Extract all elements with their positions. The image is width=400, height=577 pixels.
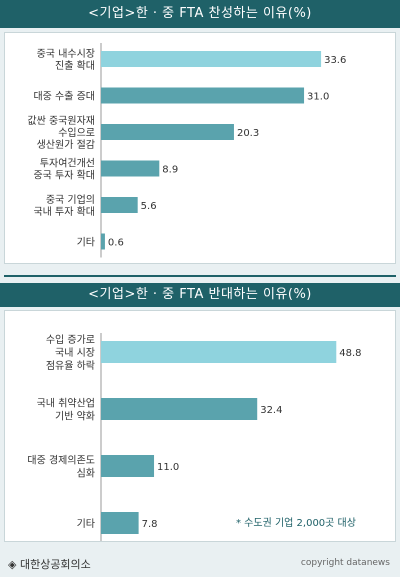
category-label: 값싼 중국원자재: [27, 115, 95, 127]
bar: [101, 197, 138, 213]
bar-value-label: 20.3: [237, 128, 259, 139]
chart-2-panel: 48.8 수입 증가로 국내 시장 점유율 하락 32.4 국내 취약산업 기반 약화 11.…: [4, 310, 396, 542]
bar-value-label: 5.6: [141, 201, 157, 212]
source-label: ◈ 대한상공회의소: [8, 558, 91, 571]
bar: [101, 233, 105, 250]
bar: [101, 87, 305, 104]
bar: [101, 455, 155, 477]
bar-value-label: 0.6: [108, 238, 124, 249]
category-label: 중국 내수시장: [37, 48, 95, 60]
chart-1-panel: 33.6 중국 내수시장 진출 확대 31.0 대중 수출 증대 20.3 값싼 중국원자재…: [4, 32, 396, 264]
category-label: 기반 약화: [55, 411, 95, 423]
category-label: 국내 시장: [55, 347, 95, 359]
category-label: 중국 투자 확대: [33, 170, 95, 182]
bar-value-label: 48.8: [339, 348, 361, 359]
bar-value-label: 32.4: [260, 405, 282, 416]
category-label: 기타: [77, 237, 95, 249]
bar: [101, 51, 322, 67]
category-label: 중국 기업의: [46, 193, 95, 206]
category-label: 수입 증가로: [46, 333, 95, 346]
category-label: 생산원가 절감: [37, 138, 95, 151]
bar: [101, 512, 139, 534]
category-label: 국내 취약산업: [37, 397, 95, 410]
copyright-label: copyright datanews: [300, 558, 390, 568]
chart-1-title: <기업>한 · 중 FTA 찬성하는 이유(%): [0, 0, 400, 28]
bar-value-label: 31.0: [307, 92, 329, 103]
bar-value-label: 8.9: [162, 165, 178, 176]
category-label: 대중 경제의존도: [27, 454, 95, 467]
category-label: 대중 수출 증대: [33, 91, 95, 103]
chart-2-title: <기업>한 · 중 FTA 반대하는 이유(%): [0, 283, 400, 307]
category-label: 수입으로: [58, 126, 95, 139]
bar: [101, 124, 234, 140]
category-label: 기타: [77, 518, 95, 530]
bar: [101, 160, 160, 177]
bar-value-label: 11.0: [157, 462, 179, 473]
bar-value-label: 33.6: [324, 55, 346, 66]
category-label: 점유율 하락: [46, 359, 95, 372]
category-label: 국내 투자 확대: [33, 206, 95, 218]
category-label: 심화: [77, 468, 95, 480]
bar-value-label: 7.8: [142, 519, 158, 530]
bar: [101, 398, 258, 420]
category-label: 투자여건개선: [40, 158, 95, 170]
survey-note: * 수도권 기업 2,000곳 대상: [236, 518, 356, 529]
category-label: 진출 확대: [55, 60, 95, 72]
section-divider: [4, 275, 396, 277]
bar: [101, 341, 337, 363]
